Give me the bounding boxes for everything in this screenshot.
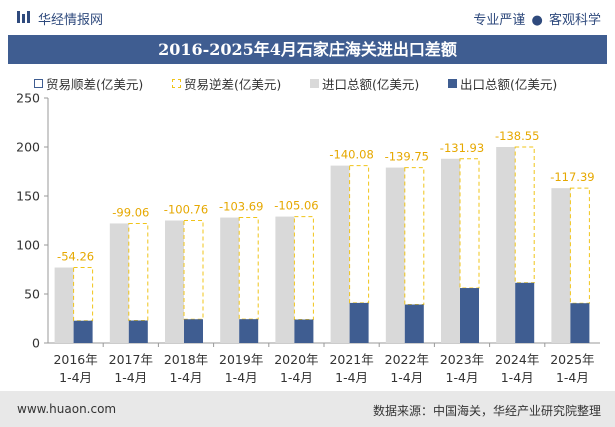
y-tick-label: 100 — [16, 238, 40, 253]
deficit-bar — [514, 146, 535, 284]
deficit-bar — [404, 167, 425, 306]
export-bar — [570, 303, 590, 343]
export-bar — [349, 302, 369, 343]
x-tick-label-year: 2022年 — [385, 352, 429, 367]
legend-swatch-import — [310, 79, 319, 88]
deficit-value-label: -117.39 — [550, 170, 594, 184]
import-bar — [275, 216, 295, 343]
legend-item-import: 进口总额(亿美元) — [310, 74, 419, 93]
deficit-value-label: -140.08 — [329, 148, 373, 162]
deficit-value-label: -139.75 — [385, 150, 429, 164]
legend-label-export: 出口总额(亿美元) — [460, 77, 558, 92]
export-bar — [515, 282, 535, 343]
deficit-bar — [349, 165, 370, 304]
export-bar — [404, 304, 424, 343]
deficit-bar — [128, 222, 149, 322]
deficit-value-label: -105.06 — [274, 199, 318, 213]
x-tick-label-year: 2016年 — [53, 352, 97, 367]
legend-label-import: 进口总额(亿美元) — [322, 77, 420, 92]
x-tick-label-year: 2018年 — [164, 352, 208, 367]
import-bar — [496, 147, 516, 343]
tagline: 专业严谨 ● 客观科学 — [473, 9, 601, 28]
deficit-bar — [183, 220, 204, 320]
deficit-bar — [569, 187, 590, 304]
deficit-value-label: -54.26 — [57, 250, 94, 264]
site-name: 华经情报网 — [38, 13, 104, 28]
x-tick-label-year: 2023年 — [440, 352, 484, 367]
y-tick-label: 0 — [32, 336, 40, 351]
chart-title: 2016-2025年4月石家庄海关进出口差额 — [8, 35, 607, 64]
deficit-bar — [459, 158, 480, 289]
deficit-value-label: -131.93 — [440, 141, 484, 155]
deficit-value-label: -103.69 — [219, 200, 263, 214]
footer: www.huaon.com 数据来源：中国海关，华经产业研究院整理 — [0, 391, 615, 427]
tagline-separator: ● — [531, 13, 543, 28]
import-bar — [54, 267, 74, 343]
x-tick-label-period: 1-4月 — [114, 370, 147, 385]
x-tick-label-year: 2019年 — [219, 352, 263, 367]
legend-swatch-export — [448, 79, 457, 88]
import-bar — [109, 223, 129, 343]
export-bar — [239, 319, 259, 343]
tagline-left: 专业严谨 — [473, 13, 526, 28]
legend-item-export: 出口总额(亿美元) — [448, 74, 557, 93]
x-tick-label-year: 2025年 — [550, 352, 594, 367]
deficit-bar — [73, 267, 94, 322]
bar-chart: 0 50 100 150 200 250 2016年 1-4月 2017年 1-4月 2018年 1-… — [16, 91, 600, 385]
x-tick-label-period: 1-4月 — [390, 370, 423, 385]
import-bar — [551, 188, 571, 343]
legend-swatch-deficit — [172, 79, 181, 88]
legend-item-deficit: 贸易逆差(亿美元) — [172, 74, 281, 93]
import-bar — [385, 167, 405, 343]
export-bar — [460, 288, 479, 343]
y-tick-label: 200 — [16, 140, 40, 155]
footer-url: www.huaon.com — [17, 402, 117, 416]
top-bar: 华经情报网 专业严谨 ● 客观科学 — [0, 0, 615, 34]
y-tick-label: 50 — [24, 287, 40, 302]
x-tick-label-year: 2020年 — [274, 352, 318, 367]
deficit-value-label: -100.76 — [164, 203, 208, 217]
x-tick-label-period: 1-4月 — [335, 370, 368, 385]
export-bar — [184, 319, 203, 343]
export-bar — [294, 319, 314, 343]
legend-label-deficit: 贸易逆差(亿美元) — [184, 77, 282, 92]
x-tick-label-period: 1-4月 — [59, 370, 92, 385]
export-bar — [73, 320, 93, 343]
x-tick-label-period: 1-4月 — [170, 370, 203, 385]
logo-icon — [17, 11, 30, 23]
legend-swatch-surplus — [34, 79, 43, 88]
bar-layer — [54, 146, 590, 343]
x-tick-label-year: 2021年 — [329, 352, 373, 367]
x-tick-label-period: 1-4月 — [225, 370, 258, 385]
x-tick-label-period: 1-4月 — [446, 370, 479, 385]
deficit-bar — [293, 216, 314, 321]
import-bar — [220, 217, 240, 343]
y-tick-label: 250 — [16, 91, 40, 106]
x-tick-label-period: 1-4月 — [556, 370, 589, 385]
deficit-value-label: -138.55 — [495, 129, 539, 143]
legend-item-surplus: 贸易顺差(亿美元) — [34, 74, 143, 93]
import-bar — [330, 165, 350, 343]
label-layer: -54.26 -99.06 -100.76 -103.69 -105.06 -140.08… — [57, 129, 595, 264]
x-tick-label-year: 2024年 — [495, 352, 539, 367]
x-tick-label-period: 1-4月 — [501, 370, 534, 385]
y-tick-label: 150 — [16, 189, 40, 204]
deficit-value-label: -99.06 — [112, 205, 149, 219]
legend-label-surplus: 贸易顺差(亿美元) — [46, 77, 144, 92]
import-bar — [441, 158, 460, 343]
footer-source: 数据来源：中国海关，华经产业研究院整理 — [372, 404, 601, 418]
export-bar — [128, 320, 148, 343]
deficit-bar — [238, 217, 259, 320]
x-tick-label-period: 1-4月 — [280, 370, 313, 385]
x-tick-label-year: 2017年 — [109, 352, 153, 367]
import-bar — [165, 220, 184, 343]
tagline-right: 客观科学 — [548, 13, 601, 28]
